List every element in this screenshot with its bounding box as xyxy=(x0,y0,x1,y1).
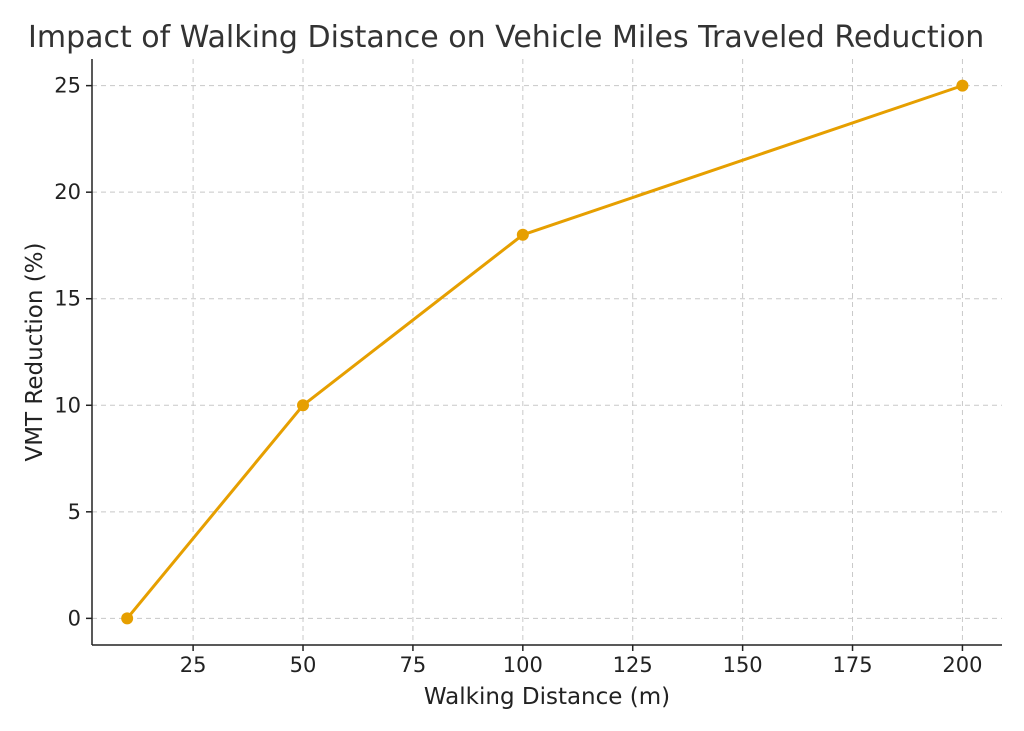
ticks: 25 50 75 100 125 150 175 200 0 5 10 15 20 25 xyxy=(54,74,982,677)
x-tick-label: 25 xyxy=(180,653,207,677)
y-axis-label: VMT Reduction (%) xyxy=(22,242,48,461)
x-tick-label: 150 xyxy=(723,653,763,677)
series-layer xyxy=(121,79,969,625)
y-tick-label: 10 xyxy=(54,393,81,417)
grid xyxy=(92,59,1002,645)
x-tick-label: 100 xyxy=(503,653,543,677)
data-point xyxy=(121,612,134,625)
x-tick-label: 200 xyxy=(942,653,982,677)
y-tick-label: 5 xyxy=(68,500,81,524)
x-tick-label: 175 xyxy=(832,653,872,677)
y-tick-label: 25 xyxy=(54,74,81,98)
data-point xyxy=(297,399,310,412)
x-tick-label: 75 xyxy=(400,653,427,677)
y-tick-label: 15 xyxy=(54,287,81,311)
series-line xyxy=(125,84,964,620)
x-tick-label: 50 xyxy=(290,653,317,677)
chart-title: Impact of Walking Distance on Vehicle Mi… xyxy=(28,20,984,55)
axes xyxy=(91,59,1002,646)
x-tick-label: 125 xyxy=(613,653,653,677)
data-point xyxy=(956,79,969,92)
x-axis-label: Walking Distance (m) xyxy=(424,684,670,710)
y-tick-label: 0 xyxy=(68,606,81,630)
y-tick-label: 20 xyxy=(54,180,81,204)
data-point xyxy=(516,228,529,241)
